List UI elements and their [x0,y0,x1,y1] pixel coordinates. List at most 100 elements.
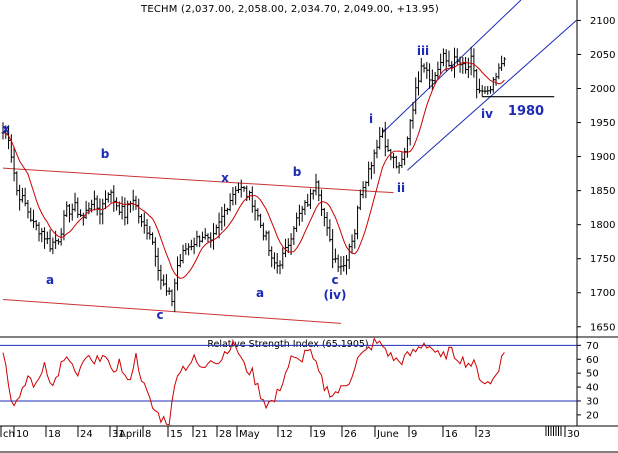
ohlc-bar [389,148,393,161]
ohlc-bar [356,205,360,240]
ohlc-bar [214,224,218,236]
ohlc-bar [428,63,432,89]
ohlc-bar [447,50,451,67]
ohlc-bar [123,197,127,226]
ohlc-bar [106,192,110,203]
ohlc-bar [378,127,382,150]
ohlc-bar [364,181,368,199]
wave-label: iii [417,44,429,58]
x-tick-label: 24 [80,429,93,440]
ohlc-bar [73,192,77,212]
price-tick-label: 1850 [590,186,615,197]
x-tick-label: 10 [16,429,29,440]
ohlc-bar [189,239,193,251]
ohlc-bar [87,202,91,215]
price-tick-label: 1900 [590,152,615,163]
ohlc-bar [198,235,202,248]
ohlc-bar [59,228,63,246]
x-tick-label: 19 [313,429,326,440]
ohlc-bar [181,244,185,264]
ohlc-bar [281,247,285,269]
x-tick-label: ch [3,429,15,440]
ohlc-bar [256,208,260,221]
ohlc-bar [192,237,196,255]
rsi-tick-label: 50 [586,369,599,380]
ohlc-bar [497,63,501,80]
x-tick-label: 21 [195,429,208,440]
price-tick-label: 1750 [590,254,615,265]
ohlc-bar [419,57,423,83]
ohlc-bar [295,212,299,232]
trendlines [2,0,577,324]
rsi-tick-label: 30 [586,396,599,407]
ohlc-bar [220,206,224,231]
price-tick-label: 1650 [590,322,615,333]
ohlc-bar [167,287,171,295]
ohlc-bar [145,218,149,240]
ohlc-bar [7,125,11,150]
rsi-tick-label: 60 [586,355,599,366]
ohlc-bar [37,222,41,242]
ohlc-bar [411,102,415,129]
ohlc-bar [300,206,304,222]
ohlc-bar [153,237,157,267]
ohlc-bar [223,203,227,227]
price-panel: 1650 1700 1750 1800 1850 1900 1950 2000 2050 2100… [0,0,618,338]
wave-label: c [156,308,163,322]
ohlc-bar [92,190,96,211]
wave-label: b [293,165,302,179]
ohlc-bar [414,77,418,115]
rsi-title: Relative Strength Index (65.1905) [207,339,368,350]
ohlc-bar [162,274,166,287]
ohlc-bar [284,238,288,258]
ohlc-bar [344,255,348,275]
ohlc-bar [209,232,213,248]
ohlc-bar [15,171,19,196]
ohlc-bar [173,278,177,313]
ohlc-bar [29,207,33,222]
ohlc-bar [76,197,80,218]
ohlc-bar [480,85,484,97]
ohlc-bar [308,188,312,209]
ohlc-bar [151,232,155,245]
ohlc-bar [178,253,182,268]
ohlc-bar [372,149,376,174]
rsi-title-background [204,338,372,349]
ohlc-bar [225,207,229,215]
ohlc-bar [333,248,337,263]
price-tick-label: 2000 [590,84,615,95]
x-tick-label: 15 [170,429,183,440]
price-tick-label: 1700 [590,288,615,299]
ohlc-bar [469,46,473,76]
ohlc-bar [203,228,207,240]
ohlc-bar [455,48,459,65]
ohlc-bar [350,234,354,254]
ohlc-bar [353,229,357,249]
ohlc-bar [164,274,168,296]
ohlc-bar [156,247,160,281]
ohlc-bar [461,56,465,74]
ohlc-bar [314,173,318,196]
ohlc-bar [239,179,243,198]
ohlc-bar [289,233,293,256]
ohlc-bar [339,256,343,275]
ohlc-bar [142,212,146,234]
ohlc-bar [405,136,409,158]
ohlc-bar [303,200,307,215]
ohlc-bar [292,226,296,246]
ohlc-bar [472,48,476,78]
ohlc-bar [317,180,321,202]
ohlc-bar [422,63,426,73]
ohlc-bar [436,61,440,80]
ohlc-bar [475,68,479,99]
ohlc-bar [331,229,335,269]
lower-horizontal-trendline [2,299,341,324]
ohlc-bar [84,200,88,219]
wave-label: b [101,147,110,161]
ohlc-bar [126,200,130,225]
ohlc-bar [500,55,504,71]
ohlc-bar [272,252,276,270]
rsi-tick-label: 40 [586,383,599,394]
ohlc-bar [200,231,204,243]
